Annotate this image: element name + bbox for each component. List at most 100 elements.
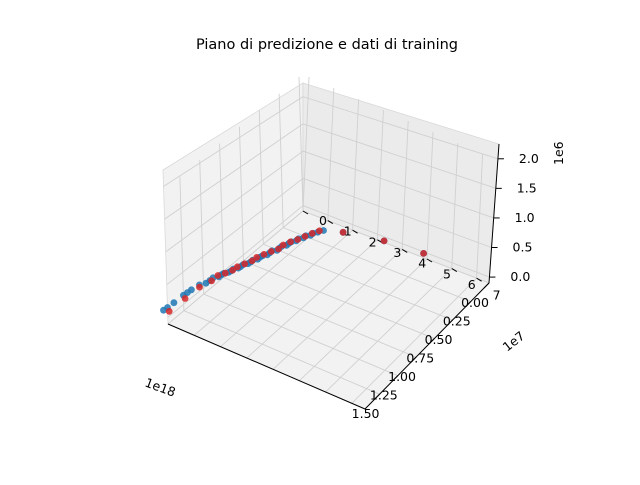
x-gridline-floor xyxy=(183,310,380,395)
data-point-red xyxy=(229,266,237,274)
x-tick-mark xyxy=(410,356,417,363)
data-point-red xyxy=(294,236,302,243)
data-point-blue xyxy=(170,299,178,307)
z-gridline-right xyxy=(302,96,499,160)
x-axis-multiplier: 1e18 xyxy=(143,375,178,400)
y-gridline-wall xyxy=(302,76,310,212)
x-tick-label: 0.25 xyxy=(443,314,471,329)
data-point-red xyxy=(275,245,282,253)
y-tick-mark xyxy=(426,258,433,263)
y-tick-mark xyxy=(451,268,458,273)
y-gridline-wall xyxy=(327,88,335,221)
y-gridline-floor xyxy=(351,277,477,404)
y-gridline-wall xyxy=(451,143,459,269)
x-tick-mark xyxy=(428,338,435,344)
data-point-red xyxy=(165,307,173,315)
x-tick-mark xyxy=(374,393,380,400)
z-tick-label: 0.5 xyxy=(513,240,533,255)
data-point-red xyxy=(380,237,388,245)
x-tick-label: 1.00 xyxy=(388,369,416,384)
data-point-red xyxy=(301,233,309,240)
z-gridline-right xyxy=(302,177,492,248)
z-tick-label: 1.0 xyxy=(515,210,535,225)
y-tick-label: 1 xyxy=(344,224,352,239)
x-gridline-floor xyxy=(302,210,490,284)
x-gridline-wall xyxy=(298,76,304,212)
z-gridline-left xyxy=(165,150,304,253)
data-point-red xyxy=(234,263,241,271)
z-axis-line xyxy=(488,143,500,284)
data-point-red xyxy=(260,251,268,258)
x-gridline-floor xyxy=(282,227,471,302)
y-tick-label: 7 xyxy=(493,288,501,303)
data-point-red xyxy=(316,227,323,235)
y-axis-multiplier: 1e7 xyxy=(500,328,528,354)
data-point-red xyxy=(420,250,427,257)
y-gridline-floor xyxy=(246,239,378,359)
y-tick-mark xyxy=(476,277,482,282)
data-point-red xyxy=(208,277,216,285)
data-point-red xyxy=(181,295,189,302)
data-point-red xyxy=(279,241,287,249)
x-gridline-wall xyxy=(278,93,284,228)
z-axis-multiplier: 1e6 xyxy=(551,141,566,165)
y-gridline-floor xyxy=(325,268,453,393)
y-tick-mark xyxy=(327,220,334,225)
chart-title: Piano di predizione e dati di training xyxy=(196,37,458,53)
data-point-red xyxy=(253,254,261,261)
y-gridline-floor xyxy=(299,258,428,381)
data-point-red xyxy=(267,248,275,255)
y-gridline-wall xyxy=(476,154,484,279)
y-tick-mark xyxy=(352,229,358,234)
z-tick-label: 2.0 xyxy=(519,151,539,166)
y-gridline-floor xyxy=(220,229,353,348)
z-gridline-right xyxy=(302,205,490,278)
x-tick-label: 0.75 xyxy=(406,351,434,366)
z-tick-label: 0.0 xyxy=(510,269,530,284)
data-point-blue xyxy=(188,286,195,294)
x-axis-line xyxy=(167,323,366,410)
z-gridline-left xyxy=(163,96,304,187)
x-tick-mark xyxy=(465,301,472,307)
x-gridline-floor xyxy=(243,260,435,340)
x-tick-label: 0.00 xyxy=(461,295,489,310)
data-point-red xyxy=(241,260,249,268)
y-gridline-wall xyxy=(401,121,409,250)
data-point-red xyxy=(221,269,229,277)
z-tick-label: 1.5 xyxy=(517,180,537,195)
x-tick-label: 0.50 xyxy=(425,332,453,347)
y-tick-mark xyxy=(401,248,408,253)
z-gridline-left xyxy=(164,123,304,220)
x-tick-label: 1.50 xyxy=(352,406,380,421)
y-tick-mark xyxy=(302,210,309,215)
data-point-red xyxy=(339,228,347,236)
data-point-red xyxy=(287,238,294,246)
x-gridline-wall xyxy=(238,126,244,261)
data-points xyxy=(160,227,427,315)
y-tick-label: 3 xyxy=(393,245,401,260)
x-tick-mark xyxy=(447,319,453,326)
tick-marks: 0.00 0.25 0.50 0.75 1.00 1.25 1.50 0 1 2 3 4 5 6 7 0.0 0… xyxy=(302,151,539,421)
data-point-red xyxy=(214,272,222,279)
x-gridline-floor xyxy=(223,277,417,358)
z-gridline-right xyxy=(302,150,494,219)
data-point-red xyxy=(248,257,256,265)
y-tick-label: 2 xyxy=(369,234,377,249)
y-gridline-wall xyxy=(376,110,384,240)
x-gridline-wall xyxy=(179,176,185,311)
x-gridline-wall xyxy=(258,110,264,245)
z-gridline-left xyxy=(167,205,304,318)
y-gridline-wall xyxy=(352,99,360,231)
y-tick-label: 0 xyxy=(319,213,327,228)
x-tick-label: 1.25 xyxy=(370,388,398,403)
x-gridline-floor xyxy=(263,243,453,321)
y-tick-label: 5 xyxy=(443,266,451,281)
x-tick-mark xyxy=(483,282,490,289)
z-gridline-left xyxy=(166,177,304,286)
y-gridline-floor xyxy=(272,249,403,370)
y-tick-label: 6 xyxy=(468,277,476,292)
data-point-red xyxy=(196,283,203,291)
x-gridline-wall xyxy=(199,160,205,295)
